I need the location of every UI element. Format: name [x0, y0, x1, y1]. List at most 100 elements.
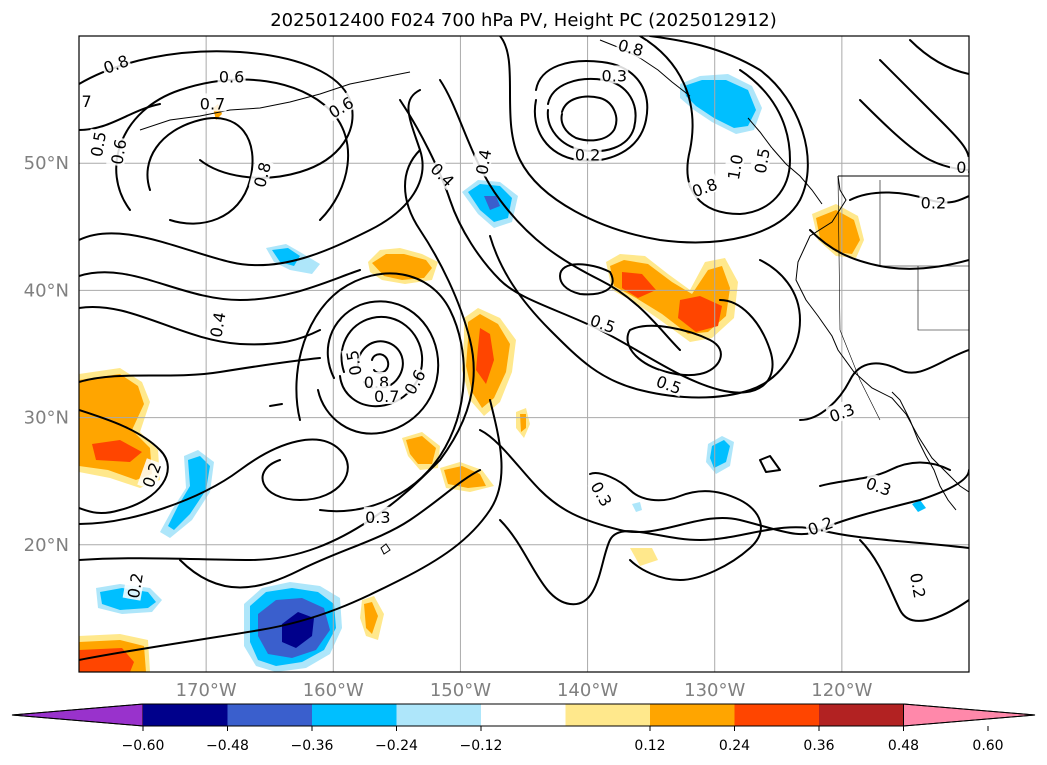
contour-label: 0.4 — [205, 309, 230, 340]
pv-patch — [282, 612, 314, 648]
contour-label: 1.0 — [722, 151, 747, 183]
contour-label-bg — [471, 146, 494, 178]
x-tick-label: 130°W — [684, 680, 745, 701]
contour-label-bg — [862, 472, 896, 499]
contour-label: 0.3 — [600, 65, 629, 85]
contour-label-bg — [341, 347, 364, 379]
contour-line — [295, 272, 465, 513]
baja-california — [891, 391, 957, 511]
contour-label: 7 — [79, 90, 101, 111]
colorbar-tick-label: 0.12 — [634, 738, 665, 754]
contour-line — [339, 315, 424, 408]
contour-label: 0.2 — [919, 192, 948, 213]
pv-patch — [622, 272, 656, 298]
x-tick-label: 170°W — [176, 680, 237, 701]
contour-label-text: 0. — [956, 158, 971, 177]
contour-line — [759, 455, 781, 473]
contour-line — [79, 89, 424, 267]
contour-label-bg — [427, 157, 460, 191]
contour-line — [79, 269, 361, 301]
contour-line — [809, 229, 969, 270]
contour-label-text: 0.5 — [87, 130, 110, 158]
colorbar-tick-label: 0.24 — [719, 738, 750, 754]
contour-label: 0.6 — [106, 136, 130, 167]
colorbar-tick-label: −0.12 — [460, 738, 503, 754]
contour-label-bg — [372, 385, 401, 404]
contour-line — [546, 78, 637, 153]
aleutian-islands — [139, 71, 411, 131]
contour-label-bg — [907, 569, 931, 601]
pv-patch — [630, 548, 658, 566]
contour-label-text: 0.7 — [374, 387, 399, 406]
west-coast-north-america — [795, 175, 969, 493]
contour-label-bg — [85, 128, 109, 160]
contour-line — [79, 149, 475, 561]
y-tick-label: 20°N — [24, 535, 69, 556]
contour-label: 0.6 — [217, 66, 246, 87]
contour-label: 0.3 — [363, 506, 392, 527]
gridlines — [79, 36, 969, 672]
contour-label-text: 0.2 — [575, 145, 600, 164]
contour-line — [819, 461, 951, 487]
contour-label-text: 0.4 — [472, 148, 495, 176]
contour-line — [559, 263, 614, 296]
contour-label-text: 0.5 — [343, 349, 366, 377]
contour-line — [179, 469, 481, 589]
contour-label-text: 0.4 — [207, 311, 230, 339]
x-tick-label: 160°W — [303, 680, 364, 701]
contour-label-bg — [99, 49, 132, 77]
contour-label: 0.5 — [85, 128, 110, 160]
pv-patch — [100, 588, 156, 610]
colorbar-segment — [143, 704, 228, 726]
pv-patch — [406, 436, 436, 464]
contour-label-bg — [217, 66, 246, 85]
colorbar-tick-label: −0.36 — [291, 738, 334, 754]
contour-label: 0.4 — [471, 146, 495, 178]
x-tick-label: 140°W — [557, 680, 618, 701]
contour-label-text: 0.2 — [921, 194, 946, 213]
colorbar-segment — [312, 704, 397, 726]
contour-line — [859, 539, 969, 622]
contour-label-text: 0.3 — [602, 66, 627, 85]
contour-label-bg — [587, 476, 618, 511]
contour-labels: 0.8 0.67 0.70.50.60.60.8 0.4 0.40.30.80.20.8… — [79, 36, 971, 601]
contour-label-bg — [615, 36, 647, 59]
colorbar-segment — [734, 704, 820, 726]
pv-patch — [912, 500, 926, 512]
contour-line — [79, 438, 349, 525]
x-tick-label: 120°W — [811, 680, 872, 701]
contour-label-bg — [248, 158, 274, 191]
contour-label-bg — [586, 309, 620, 336]
map-frame — [78, 35, 970, 673]
contour-label-bg — [363, 506, 392, 525]
contour-label-bg — [653, 370, 686, 397]
contour-label-text: 0.5 — [751, 147, 774, 175]
contour-line — [639, 36, 791, 215]
colorbar-tick-label: −0.48 — [206, 738, 249, 754]
colorbar-segment — [396, 704, 482, 726]
contour-label-bg — [749, 145, 773, 176]
contour-label-bg — [198, 93, 227, 112]
contour-label-bg — [323, 91, 358, 122]
pv-patch — [678, 296, 722, 332]
contour-label-text: 0.7 — [200, 94, 225, 113]
contour-label: 0.5 — [341, 347, 366, 379]
axis-labels: 170°W 160°W 150°W 140°W 130°W 120°W 20°N 30°N 40… — [24, 153, 873, 701]
colorbar-extend-high — [903, 703, 1036, 727]
contour-line — [317, 300, 440, 435]
contour-label-bg — [722, 151, 746, 183]
contour-label: 0.2 — [122, 569, 147, 601]
pv-patch — [444, 466, 486, 488]
contour-label-bg — [362, 371, 391, 390]
contour-label-bg — [600, 65, 629, 84]
contour-line — [439, 79, 681, 351]
contour-line — [879, 59, 969, 161]
contour-label-bg — [79, 90, 101, 109]
pv-patch — [168, 456, 210, 530]
y-tick-label: 50°N — [24, 153, 69, 174]
contour-label-text: 0.3 — [365, 508, 390, 527]
colorbar-extend-low — [11, 703, 144, 727]
pv-patch — [79, 648, 134, 672]
contour-line — [626, 324, 722, 376]
contour-line — [79, 409, 169, 515]
